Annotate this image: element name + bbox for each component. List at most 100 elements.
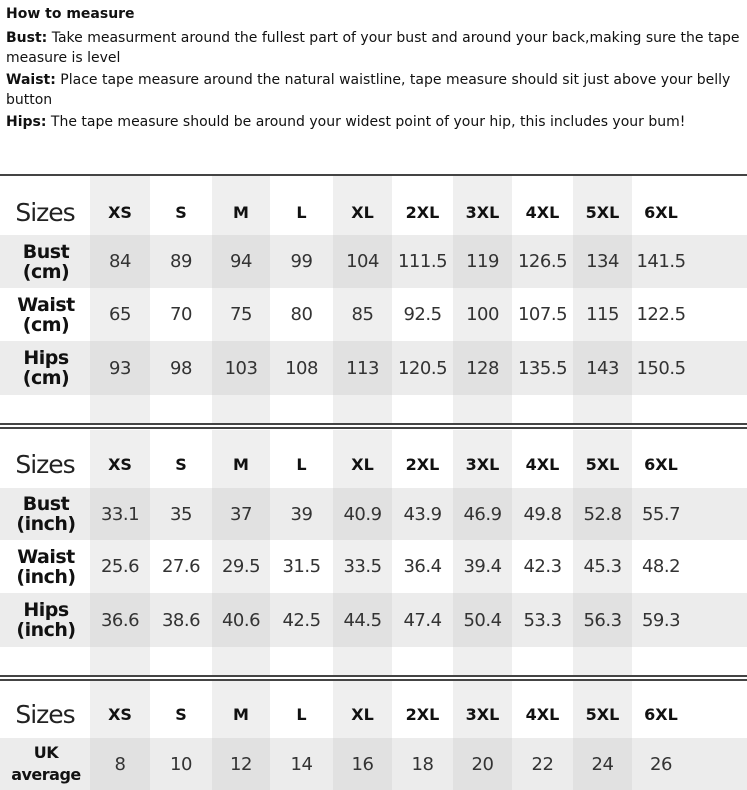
table-cell: 49.8 (523, 503, 562, 525)
divider-line (0, 679, 747, 681)
size-header: XL (351, 203, 374, 222)
size-header: 2XL (405, 203, 440, 222)
intro-title: How to measure (6, 6, 135, 22)
table-cell: 40.9 (343, 503, 382, 525)
header-row: Sizes XS S M L XL 2XL 3XL 4XL 5XL 6XL (0, 190, 747, 235)
row-label-unit: (cm) (22, 313, 70, 336)
size-header: 3XL (465, 704, 500, 724)
cell-shade (573, 593, 632, 647)
table-cell: 80 (290, 304, 313, 325)
table-cell: 39.4 (463, 556, 502, 577)
size-header: XS (108, 203, 132, 222)
table-cell: 31.5 (282, 556, 321, 577)
row-label-unit: (inch) (16, 565, 76, 588)
size-header: L (296, 704, 307, 724)
size-header: 6XL (644, 454, 678, 474)
row-label-name: Waist (17, 545, 75, 568)
cell-shade (573, 341, 632, 395)
table-cell: 33.1 (100, 503, 140, 525)
table-cell: 75 (230, 304, 252, 325)
table-cell: 84 (109, 251, 131, 272)
header-row: Sizes XS S M L XL 2XL 3XL 4XL 5XL 6XL (0, 440, 747, 488)
divider-line (0, 427, 747, 429)
row-label-name: Waist (17, 293, 75, 316)
cell-shade (453, 341, 512, 395)
size-header: 2XL (405, 704, 440, 724)
table-cell: 120.5 (397, 357, 448, 379)
cell-shade (212, 488, 270, 540)
size-header: 5XL (585, 454, 620, 474)
table-cell: 36.6 (100, 609, 140, 631)
table-cell: 141.5 (636, 251, 686, 272)
row-label-unit: (inch) (16, 619, 76, 641)
table-cell: 99 (290, 251, 313, 272)
cell-shade (90, 341, 150, 395)
size-header: 5XL (585, 704, 620, 724)
table-cell: 53.3 (523, 609, 562, 631)
table-cell: 8 (114, 753, 126, 775)
cell-shade (573, 235, 632, 288)
cell-shade (90, 235, 150, 288)
size-header: 4XL (525, 704, 560, 724)
bust-instruction: Bust: Take measurment around the fullest… (6, 30, 740, 66)
table-cell: 92.5 (403, 304, 442, 325)
table-cell: 48.2 (641, 556, 681, 577)
size-header: XS (108, 454, 132, 474)
table-cell: 18 (411, 753, 434, 775)
size-header: M (233, 454, 249, 474)
table-cell: 12 (230, 753, 252, 775)
cell-shade (333, 488, 392, 540)
how-to-measure: How to measure Bust: Take measurment aro… (6, 4, 747, 134)
cell-shade (333, 341, 392, 395)
table-cell: 42.3 (523, 556, 562, 577)
table-cell: 70 (170, 304, 192, 325)
row-label-name: Hips (23, 347, 69, 369)
sizes-label: Sizes (15, 449, 75, 479)
table-cell: 115 (586, 304, 619, 325)
table-cell: 35 (170, 503, 192, 525)
waist-instruction: Waist: Place tape measure around the nat… (6, 72, 731, 108)
table-cell: 93 (109, 357, 131, 379)
table-cell: 39 (290, 503, 313, 525)
row-label-name: UK (33, 743, 59, 762)
divider-line (0, 174, 747, 176)
table-cell: 122.5 (636, 304, 686, 325)
row-label-name: Bust (22, 493, 70, 515)
table-cell: 25.6 (100, 556, 140, 577)
table-cell: 36.4 (403, 556, 442, 577)
table-cell: 89 (170, 251, 192, 272)
hips-instruction: Hips: The tape measure should be around … (6, 114, 686, 130)
table-cell: 22 (531, 753, 554, 775)
row-label: Bust (cm) (2, 235, 90, 288)
cell-shade (333, 593, 392, 647)
table-row: Hips (cm) 93 98 103 108 113 120.5 128 135.5 143 150… (0, 341, 747, 395)
table-cell: 42.5 (282, 609, 321, 631)
divider-line (0, 423, 747, 425)
cell-shade (333, 738, 392, 790)
cell-shade (573, 738, 632, 790)
table-row: Waist (cm) 65 70 75 80 85 92.5 100 107.5 115 122.5 (0, 288, 747, 341)
size-header: 2XL (405, 454, 440, 474)
table-cell: 29.5 (221, 556, 261, 577)
table-cell: 100 (466, 304, 499, 325)
size-header: XL (351, 454, 374, 474)
row-label: Hips (inch) (2, 593, 90, 647)
table-cell: 14 (290, 753, 313, 775)
table-cell: 143 (586, 357, 619, 379)
cell-shade (90, 488, 150, 540)
table-cell: 111.5 (397, 251, 448, 272)
size-header: M (233, 704, 249, 724)
cell-shade (453, 593, 512, 647)
size-header: 3XL (465, 203, 500, 222)
size-table: Sizes XS S M L XL 2XL 3XL 4XL 5XL 6XL UK average 8 10 1… (0, 680, 747, 790)
cell-shade (212, 593, 270, 647)
table-cell: 44.5 (343, 609, 382, 631)
size-header: S (175, 704, 187, 724)
size-header: XS (108, 704, 132, 724)
table-cell: 33.5 (343, 556, 382, 577)
size-header: S (175, 203, 187, 222)
table-cell: 50.4 (463, 609, 502, 631)
table-cell: 134 (586, 251, 619, 272)
table-cell: 16 (351, 753, 374, 775)
table-cell: 135.5 (517, 357, 568, 379)
